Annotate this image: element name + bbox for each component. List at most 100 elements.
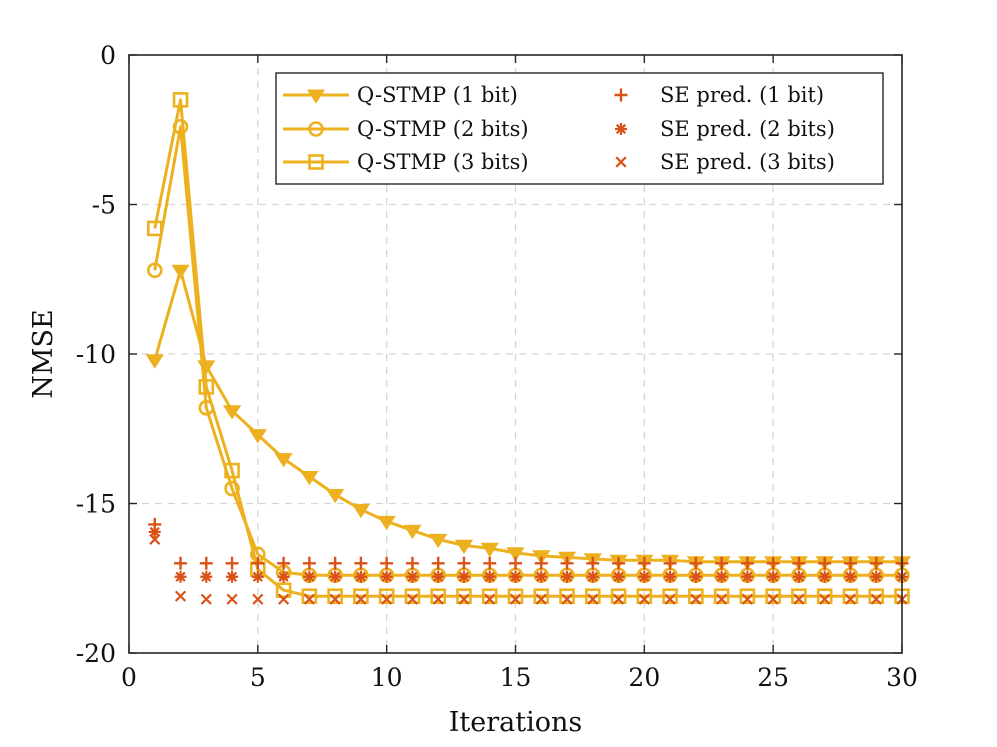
cross-marker-shape — [329, 593, 341, 605]
asterisk-marker-shape — [380, 570, 393, 583]
data-point — [688, 588, 704, 604]
data-point — [586, 570, 599, 583]
data-point — [377, 515, 396, 531]
asterisk-marker-shape — [612, 570, 625, 583]
x-tick-label: 30 — [886, 663, 918, 692]
square-marker-shape — [430, 588, 447, 604]
square-marker-shape — [816, 588, 833, 604]
data-point — [222, 405, 242, 420]
plus-marker-shape — [302, 556, 316, 570]
data-point — [587, 593, 599, 605]
cross-marker-shape — [870, 593, 882, 605]
asterisk-marker-shape — [870, 570, 883, 583]
x-tick-label: 15 — [500, 663, 532, 692]
cross-marker-shape — [587, 593, 599, 605]
data-point — [380, 556, 394, 570]
square-marker-shape — [533, 588, 550, 604]
square-marker-shape — [308, 154, 324, 170]
cross-marker-shape — [381, 593, 393, 605]
data-point — [534, 556, 548, 570]
data-point — [172, 92, 189, 108]
data-point — [818, 570, 831, 583]
square-marker-shape — [172, 92, 189, 108]
asterisk-marker-shape — [329, 570, 342, 583]
asterisk-marker-shape — [277, 570, 290, 583]
data-point — [174, 570, 187, 583]
y-tick-label: -5 — [92, 191, 116, 220]
cross-marker-shape — [741, 593, 753, 605]
data-point — [561, 570, 574, 583]
asterisk-marker-shape — [432, 570, 445, 583]
square-marker-shape — [791, 588, 807, 604]
data-point — [199, 556, 213, 570]
plus-marker-shape — [792, 556, 806, 570]
data-point — [274, 453, 293, 468]
data-point — [509, 593, 522, 605]
data-point — [403, 524, 422, 540]
circle-marker-shape — [146, 262, 163, 279]
data-point — [766, 556, 780, 570]
asterisk-marker-shape — [303, 570, 316, 583]
square-marker-shape — [559, 588, 575, 604]
data-point — [432, 593, 444, 605]
plus-marker-shape — [534, 556, 548, 570]
legend-label: SE pred. (3 bits) — [660, 150, 835, 174]
data-point — [251, 570, 264, 583]
square-marker-shape — [842, 588, 859, 604]
plus-marker-shape — [663, 556, 677, 570]
plus-marker-shape — [509, 556, 522, 570]
data-point — [405, 556, 419, 570]
data-point — [844, 593, 857, 605]
data-point — [200, 570, 213, 583]
cross-marker-shape — [458, 593, 470, 605]
cross-marker-shape — [561, 593, 573, 605]
data-point — [739, 588, 756, 604]
plus-marker-shape — [715, 556, 729, 570]
x-tick-label: 20 — [628, 663, 660, 692]
data-point — [664, 593, 676, 605]
plus-marker-shape — [483, 556, 497, 570]
asterisk-marker-shape — [535, 570, 548, 583]
asterisk-marker-shape — [767, 570, 780, 583]
data-point — [636, 588, 653, 604]
cross-marker-shape — [716, 593, 728, 605]
data-point — [716, 593, 728, 605]
x-tick-label: 5 — [250, 663, 266, 692]
asterisk-marker-shape — [251, 570, 264, 583]
square-marker-shape — [404, 588, 421, 604]
asterisk-marker-shape — [689, 570, 702, 583]
data-point — [225, 556, 239, 570]
triangle-marker-shape — [145, 354, 164, 369]
data-point — [793, 593, 805, 605]
x-tick-label: 25 — [757, 663, 789, 692]
data-point — [741, 593, 753, 605]
square-marker-shape — [610, 588, 627, 604]
asterisk-marker-shape — [561, 570, 574, 583]
data-point — [251, 556, 265, 570]
data-point — [819, 593, 831, 605]
legend-marker — [308, 154, 324, 170]
triangle-marker-shape — [480, 542, 499, 558]
data-point — [689, 570, 702, 583]
plus-marker-shape — [328, 556, 342, 570]
data-point — [689, 556, 703, 570]
plus-marker-shape — [637, 556, 651, 570]
plus-marker-shape — [740, 556, 754, 570]
data-point — [715, 556, 729, 570]
plus-marker-shape — [869, 556, 883, 570]
data-point — [326, 488, 345, 504]
data-point — [300, 471, 319, 486]
asterisk-marker-shape — [844, 570, 857, 583]
data-point — [174, 590, 187, 602]
legend-marker — [306, 89, 326, 104]
triangle-marker-shape — [377, 515, 396, 531]
data-point — [612, 556, 626, 570]
square-marker-shape — [301, 588, 318, 604]
square-marker-shape — [456, 588, 472, 604]
data-point — [275, 582, 292, 599]
data-point — [329, 570, 342, 583]
y-tick-label: -15 — [76, 490, 116, 519]
data-point — [713, 588, 730, 604]
data-point — [148, 525, 161, 538]
legend: Q-STMP (1 bit) Q-STMP (2 bits) Q-STMP (3 b… — [275, 72, 884, 185]
